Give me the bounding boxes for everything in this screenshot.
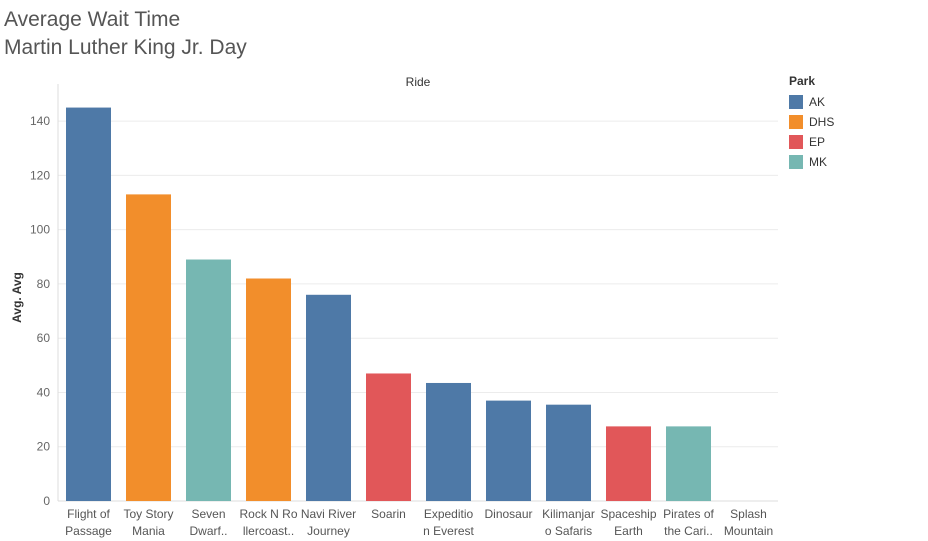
legend-item[interactable]: AK	[789, 92, 834, 112]
legend-title: Park	[789, 74, 816, 88]
x-tick-label: Mountain	[724, 524, 773, 538]
bar	[546, 404, 591, 501]
x-tick-label: Seven	[191, 507, 225, 521]
bar	[66, 107, 111, 502]
bar	[306, 294, 351, 501]
x-tick-label: Flight of	[67, 507, 110, 521]
y-tick-label: 80	[37, 277, 51, 291]
y-tick-label: 120	[30, 168, 50, 182]
legend-swatch	[789, 155, 803, 169]
y-tick-label: 20	[37, 440, 51, 454]
x-tick-label: llercoast..	[243, 524, 294, 538]
x-tick-label: the Cari..	[664, 524, 713, 538]
legend-swatch	[789, 115, 803, 129]
x-tick-label: Mania	[132, 524, 165, 538]
x-tick-label: Pirates of	[663, 507, 714, 521]
x-tick-label: Soarin	[371, 507, 406, 521]
legend-item[interactable]: MK	[789, 152, 834, 172]
legend-label: MK	[809, 155, 827, 169]
legend-item[interactable]: DHS	[789, 112, 834, 132]
y-tick-label: 0	[43, 494, 50, 508]
chart-title: Average Wait Time	[4, 8, 181, 31]
legend-label: AK	[809, 95, 826, 109]
legend-swatch	[789, 135, 803, 149]
bar	[246, 278, 291, 501]
x-header-label: Ride	[406, 75, 431, 89]
x-tick-label: Dinosaur	[484, 507, 532, 521]
y-axis-label: Avg. Avg	[10, 272, 24, 323]
y-tick-label: 40	[37, 385, 51, 399]
y-tick-label: 60	[37, 331, 51, 345]
x-tick-label: Splash	[730, 507, 767, 521]
bar	[126, 194, 171, 502]
x-tick-label: Spaceship	[600, 507, 656, 521]
x-tick-label: Navi River	[301, 507, 356, 521]
legend-swatch	[789, 95, 803, 109]
x-tick-label: Passage	[65, 524, 112, 538]
x-tick-label: Dwarf..	[189, 524, 227, 538]
x-tick-label: Toy Story	[123, 507, 173, 521]
x-tick-label: Earth	[614, 524, 643, 538]
chart-subtitle: Martin Luther King Jr. Day	[4, 36, 247, 59]
bar	[366, 373, 411, 501]
x-tick-label: Journey	[307, 524, 350, 538]
legend-label: DHS	[809, 115, 835, 129]
x-tick-label: n Everest	[423, 524, 474, 538]
y-tick-label: 140	[30, 114, 50, 128]
bar	[606, 426, 651, 501]
x-tick-label: Expeditio	[424, 507, 474, 521]
y-tick-label: 100	[30, 223, 50, 237]
bar	[426, 382, 471, 501]
legend: Park AK DHS EP MK	[789, 74, 834, 172]
x-tick-label: o Safaris	[545, 524, 592, 538]
bar	[186, 259, 231, 501]
legend-label: EP	[809, 135, 826, 149]
bar	[666, 426, 711, 501]
bar	[486, 400, 531, 501]
x-tick-label: Kilimanjar	[542, 507, 595, 521]
legend-item[interactable]: EP	[789, 132, 834, 152]
x-tick-label: Rock N Ro	[239, 507, 297, 521]
